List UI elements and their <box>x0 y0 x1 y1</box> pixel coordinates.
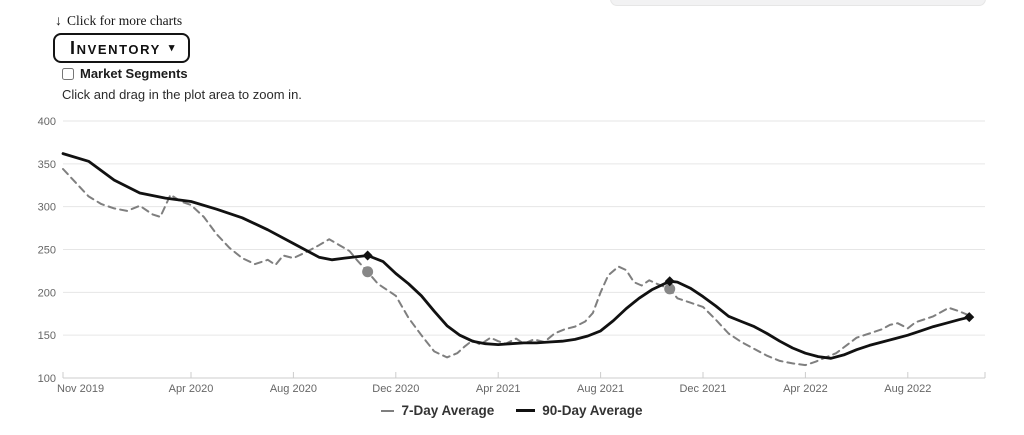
y-axis-label: 400 <box>38 116 56 128</box>
legend-item-7day-average[interactable]: 7-Day Average <box>381 403 494 418</box>
x-axis-label: Nov 2019 <box>57 383 104 395</box>
series-line-7day[interactable] <box>62 168 971 367</box>
chart-plot-area[interactable]: 100 150 200 250 300 350 400 Nov 2019 Apr 2020 Aug… <box>0 0 1024 400</box>
legend-label-7day: 7-Day Average <box>401 403 495 418</box>
legend-item-90day-average[interactable]: 90-Day Average <box>516 403 643 418</box>
y-axis-label: 250 <box>38 245 56 257</box>
x-axis-label: Dec 2020 <box>372 383 419 395</box>
y-axis-label: 150 <box>38 330 56 342</box>
chevron-down-icon: ▾ <box>168 41 175 54</box>
market-segments-checkbox[interactable] <box>62 67 74 80</box>
x-axis-label: Aug 2022 <box>884 383 931 395</box>
market-segments-row: Market Segments <box>62 66 188 81</box>
legend-label-90day: 90-Day Average <box>542 403 643 418</box>
inventory-dropdown-button[interactable]: Inventory ▾ <box>53 33 191 63</box>
more-charts-label: Click for more charts <box>67 13 183 28</box>
y-axis-label: 200 <box>38 287 56 299</box>
solid-line-swatch-icon <box>516 409 536 412</box>
y-axis-label: 350 <box>38 159 56 171</box>
chart-legend: 7-Day Average 90-Day Average <box>0 403 1024 418</box>
marker-diamond[interactable] <box>362 250 373 261</box>
market-segments-label: Market Segments <box>80 66 188 81</box>
down-arrow-icon: ↓ <box>55 14 62 29</box>
dashed-line-swatch-icon <box>381 409 395 412</box>
x-axis-label: Aug 2021 <box>577 383 624 395</box>
y-axis-label: 100 <box>38 373 56 385</box>
marker-circle[interactable] <box>362 266 374 278</box>
x-axis-label: Apr 2021 <box>476 383 521 395</box>
series-line-90day[interactable] <box>61 152 971 360</box>
x-axis-label: Aug 2020 <box>270 383 317 395</box>
marker-diamond[interactable] <box>664 276 675 287</box>
marker-circle[interactable] <box>664 283 676 295</box>
inventory-dropdown-label: Inventory <box>70 38 161 58</box>
x-axis-label: Dec 2021 <box>679 383 726 395</box>
chart-svg: 100 150 200 250 300 350 400 Nov 2019 Apr 2020 Aug… <box>38 116 986 395</box>
zoom-instruction-text: Click and drag in the plot area to zoom … <box>62 87 302 102</box>
y-axis-label: 300 <box>38 202 56 214</box>
x-axis-label: Apr 2020 <box>169 383 214 395</box>
more-charts-link[interactable]: ↓ Click for more charts <box>55 13 182 30</box>
marker-diamond[interactable] <box>964 312 975 323</box>
x-axis-label: Apr 2022 <box>783 383 828 395</box>
